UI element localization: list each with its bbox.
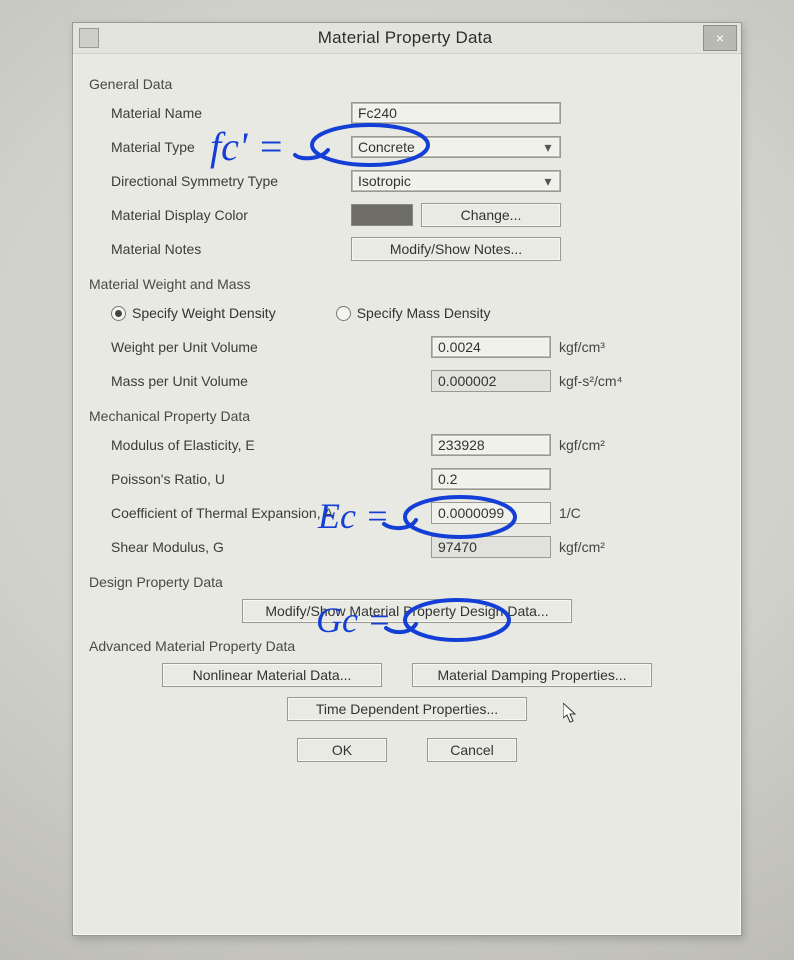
radio-dot-icon [111,306,126,321]
material-name-label: Material Name [87,105,351,121]
G-unit: kgf/cm² [559,539,629,555]
app-icon [79,28,99,48]
time-dep-button[interactable]: Time Dependent Properties... [287,697,527,721]
E-input[interactable] [431,434,551,456]
A-label: Coefficient of Thermal Expansion, A [87,505,381,521]
section-advanced: Advanced Material Property Data [89,638,727,654]
color-label: Material Display Color [87,207,351,223]
E-label: Modulus of Elasticity, E [87,437,351,453]
material-property-dialog: Material Property Data × General Data Ma… [72,22,742,936]
symmetry-label: Directional Symmetry Type [87,173,351,189]
wpu-unit: kgf/cm³ [559,339,629,355]
section-mech: Mechanical Property Data [89,408,727,424]
cursor-icon [563,703,577,723]
material-type-value: Concrete [358,139,415,155]
close-icon: × [716,30,724,46]
E-unit: kgf/cm² [559,437,629,453]
A-input[interactable] [431,502,551,524]
U-input[interactable] [431,468,551,490]
material-name-input[interactable] [351,102,561,124]
notes-label: Material Notes [87,241,351,257]
G-label: Shear Modulus, G [87,539,351,555]
radio-dot-icon [336,306,351,321]
titlebar: Material Property Data × [73,23,741,54]
damping-button[interactable]: Material Damping Properties... [412,663,652,687]
section-general: General Data [89,76,727,92]
mpu-label: Mass per Unit Volume [87,373,351,389]
U-label: Poisson's Ratio, U [87,471,351,487]
mpu-unit: kgf-s²/cm⁴ [559,373,649,389]
ok-button[interactable]: OK [297,738,387,762]
design-data-button[interactable]: Modify/Show Material Property Design Dat… [242,599,572,623]
cancel-button[interactable]: Cancel [427,738,517,762]
section-design: Design Property Data [89,574,727,590]
mpu-value: 0.000002 [431,370,551,392]
color-swatch [351,204,413,226]
material-type-label: Material Type [87,139,351,155]
wpu-input[interactable] [431,336,551,358]
change-color-button[interactable]: Change... [421,203,561,227]
modify-notes-button[interactable]: Modify/Show Notes... [351,237,561,261]
radio-weight-density[interactable]: Specify Weight Density [111,305,276,321]
chevron-down-icon: ▾ [540,173,556,189]
radio-weight-label: Specify Weight Density [132,305,276,321]
A-unit: 1/C [559,505,629,521]
G-value: 97470 [431,536,551,558]
material-type-select[interactable]: Concrete ▾ [351,136,561,158]
symmetry-value: Isotropic [358,173,411,189]
wpu-label: Weight per Unit Volume [87,339,351,355]
radio-mass-density[interactable]: Specify Mass Density [336,305,491,321]
section-weight: Material Weight and Mass [89,276,727,292]
chevron-down-icon: ▾ [540,139,556,155]
close-button[interactable]: × [703,25,737,51]
radio-mass-label: Specify Mass Density [357,305,491,321]
symmetry-select[interactable]: Isotropic ▾ [351,170,561,192]
nonlinear-button[interactable]: Nonlinear Material Data... [162,663,382,687]
dialog-title: Material Property Data [107,28,703,48]
